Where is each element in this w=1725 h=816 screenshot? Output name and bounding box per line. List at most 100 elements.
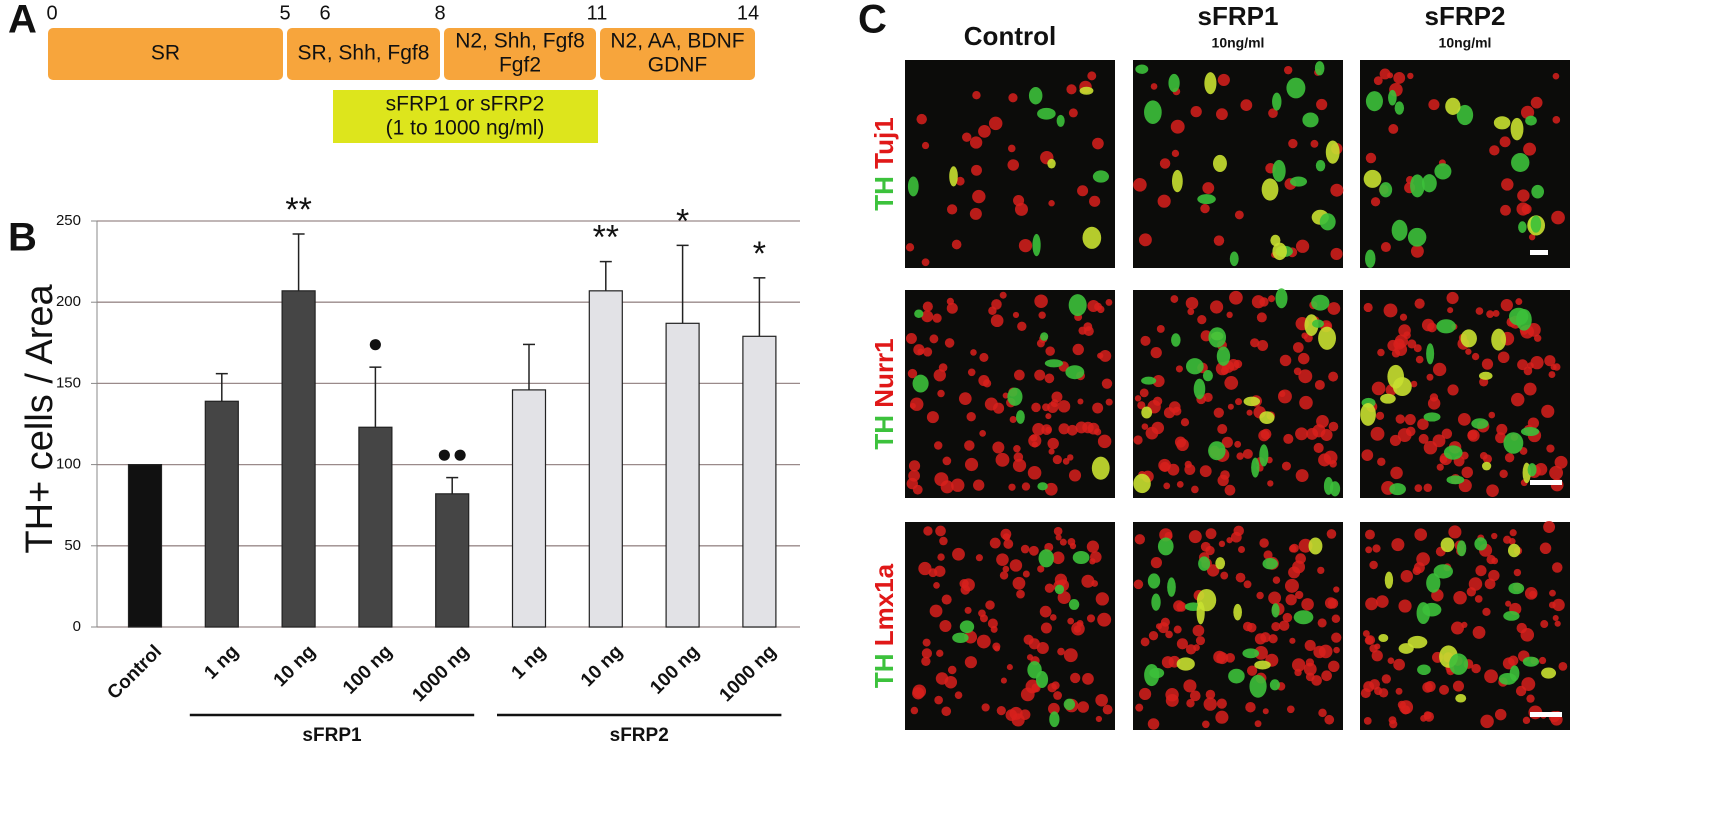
cell	[952, 547, 965, 561]
y-tick-label: 150	[56, 374, 81, 391]
cell	[1449, 653, 1469, 675]
cell	[1197, 315, 1207, 325]
cell	[1141, 406, 1153, 419]
cell	[1048, 199, 1055, 207]
cell	[1218, 540, 1226, 548]
scale-bar	[1530, 480, 1562, 485]
cell	[1499, 136, 1511, 148]
cell	[1009, 559, 1023, 572]
cell	[942, 456, 952, 466]
cell	[921, 141, 930, 150]
group-label: sFRP2	[610, 725, 669, 746]
micrograph	[905, 522, 1115, 730]
cell	[1424, 681, 1436, 692]
cell	[1020, 687, 1035, 702]
cell	[1436, 319, 1456, 334]
cell	[1246, 665, 1258, 676]
cell	[1165, 630, 1173, 639]
cell	[1491, 328, 1507, 351]
cell	[1370, 426, 1385, 441]
cell	[1427, 397, 1441, 410]
cell	[1504, 453, 1515, 463]
cell	[1040, 622, 1052, 634]
cell	[941, 706, 952, 717]
cell	[1523, 382, 1537, 396]
cell	[990, 625, 998, 633]
cell	[1208, 327, 1227, 348]
cell	[946, 297, 954, 306]
cell	[1284, 578, 1299, 593]
cell	[1395, 687, 1403, 695]
cell	[1484, 578, 1496, 590]
micrograph	[1133, 288, 1343, 498]
cell	[1066, 84, 1077, 95]
significance-mark: ●●	[436, 438, 467, 468]
cell	[1423, 412, 1441, 422]
cell	[1022, 570, 1030, 578]
x-tick-label: 1 ng	[200, 641, 242, 683]
cell	[1393, 72, 1406, 84]
cell	[1067, 424, 1078, 436]
cell	[1185, 296, 1199, 310]
cell	[1407, 635, 1428, 649]
cell	[1095, 693, 1108, 707]
cell	[983, 379, 992, 388]
cell	[1413, 344, 1422, 353]
cell	[1412, 566, 1422, 576]
cell	[1494, 708, 1507, 721]
cell	[1184, 464, 1196, 475]
cell	[1426, 573, 1441, 593]
cell	[1259, 297, 1269, 307]
cell	[1202, 370, 1213, 382]
cell	[1258, 429, 1270, 442]
cell	[1461, 621, 1468, 628]
cell	[1272, 576, 1281, 584]
cell	[1012, 311, 1020, 319]
cell	[1546, 444, 1555, 453]
cell	[1180, 418, 1190, 427]
cell	[1196, 588, 1217, 612]
cell	[1268, 591, 1282, 605]
cell	[1377, 348, 1385, 357]
cell	[1390, 466, 1403, 480]
cell	[1317, 566, 1325, 575]
cell	[1522, 656, 1540, 667]
cell	[1421, 174, 1437, 193]
cell	[1475, 565, 1487, 577]
cell	[1057, 400, 1071, 413]
cell	[1455, 694, 1467, 703]
cell	[1138, 233, 1152, 247]
cell	[1243, 396, 1261, 407]
cell	[1008, 93, 1018, 103]
cell	[1544, 355, 1556, 367]
cell	[1288, 566, 1301, 579]
cell	[1205, 545, 1215, 556]
cell	[1171, 149, 1180, 158]
cell	[1045, 413, 1052, 420]
cell	[905, 333, 917, 345]
cell	[1362, 630, 1370, 638]
cell	[1380, 242, 1391, 253]
cell	[1527, 463, 1537, 477]
cell	[1513, 568, 1522, 577]
y-tick-label: 200	[56, 293, 81, 310]
cell	[1428, 99, 1440, 111]
cell	[1157, 537, 1174, 556]
cell	[1031, 402, 1041, 413]
cell	[1503, 535, 1512, 544]
cell	[1135, 703, 1144, 712]
cell	[1208, 441, 1226, 461]
cell	[1176, 657, 1195, 671]
row-label: TH Lmx1a	[869, 563, 899, 688]
cell	[1432, 434, 1446, 448]
timeline-tick: 8	[434, 2, 445, 24]
cell	[1051, 391, 1063, 403]
cell	[1275, 288, 1288, 309]
cell	[1140, 637, 1150, 647]
cell	[979, 352, 989, 362]
cell	[1331, 614, 1341, 623]
cell	[1044, 373, 1055, 384]
cell	[1492, 309, 1500, 317]
cell	[1256, 312, 1267, 323]
cell	[1167, 577, 1176, 597]
